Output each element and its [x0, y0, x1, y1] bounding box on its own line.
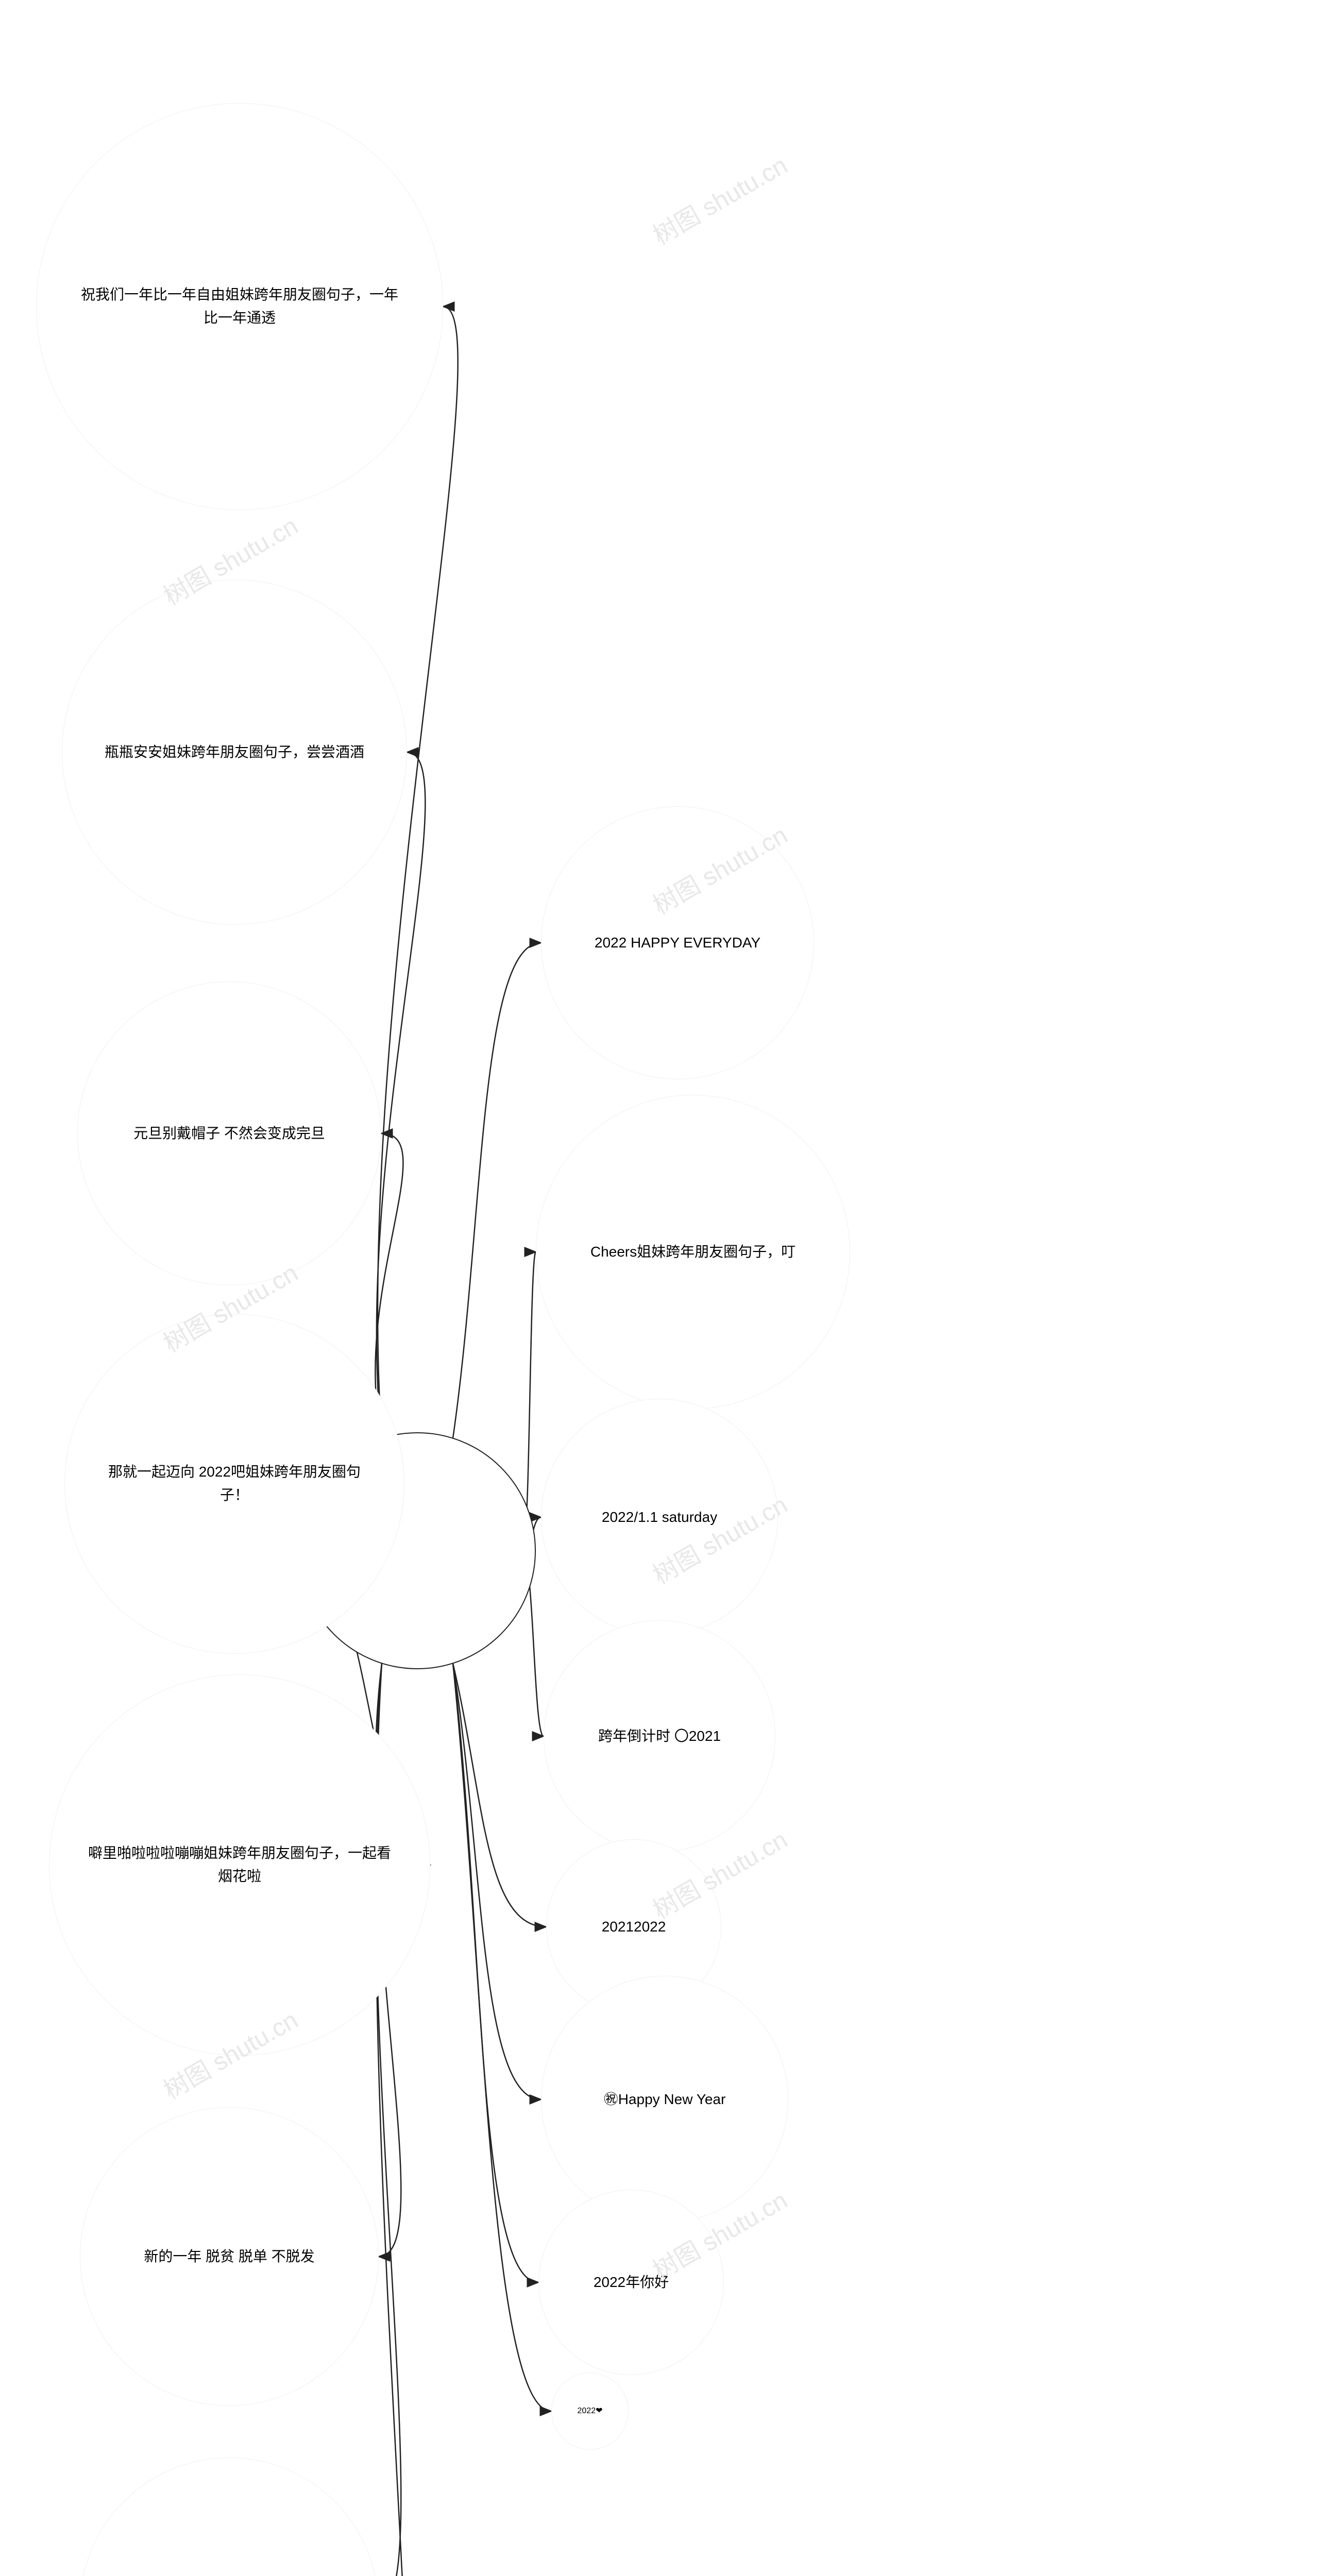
leaf-node-label: 新的一年 脱贫 脱单 不脱发	[144, 2245, 314, 2268]
edge	[378, 307, 458, 1438]
edge	[453, 1664, 551, 2412]
leaf-node: 2022/1.1 saturday	[541, 1399, 778, 1636]
leaf-node-label: 祝我们一年比一年自由姐妹跨年朋友圈句子，一年比一年通透	[76, 283, 403, 330]
edge	[375, 1133, 403, 1438]
leaf-node: Cheers姐妹跨年朋友圈句子，叮	[536, 1095, 850, 1409]
leaf-node-label: 2022/1.1 saturday	[602, 1506, 717, 1529]
watermark: 树图 shutu.cn	[645, 145, 793, 251]
leaf-node: 新的一年 脱贫 脱单 不脱发	[80, 2107, 379, 2406]
leaf-node-label: 那就一起迈向 2022吧姐妹跨年朋友圈句子！	[99, 1461, 369, 1507]
leaf-node-label: Cheers姐妹跨年朋友圈句子，叮	[590, 1241, 796, 1264]
edge	[453, 1664, 541, 2100]
leaf-node: 2022 HAPPY EVERYDAY	[541, 806, 814, 1079]
edge	[524, 1252, 536, 1536]
leaf-node: ㊗Happy New Year	[541, 1976, 788, 2223]
leaf-node: 元旦别戴帽子 不然会变成完旦	[77, 981, 381, 1285]
leaf-node-label: ㊗Happy New Year	[604, 2088, 726, 2111]
leaf-node: 跨年倒计时 〇2021	[544, 1620, 775, 1852]
leaf-node: 瓶瓶安安姐妹跨年朋友圈句子，尝尝酒酒	[62, 580, 407, 925]
leaf-node-label: 2022 HAPPY EVERYDAY	[595, 931, 760, 955]
leaf-node: 祝我们一年比一年自由姐妹跨年朋友圈句子，一年比一年通透	[36, 103, 443, 510]
leaf-node: 2022❤	[551, 2372, 629, 2450]
leaf-node: 噼里啪啦啦啦嘣嘣姐妹跨年朋友圈句子，一起看烟花啦	[49, 1674, 430, 2056]
leaf-node-label: 20212022	[602, 1916, 666, 1939]
edge	[453, 943, 541, 1438]
edge	[453, 1664, 546, 1927]
leaf-node: 2022年你好	[538, 2190, 724, 2375]
leaf-node-label: 跨年倒计时 〇2021	[598, 1725, 721, 1748]
leaf-node-label: 瓶瓶安安姐妹跨年朋友圈句子，尝尝酒酒	[105, 741, 364, 764]
leaf-node-label: 2022❤	[578, 2404, 603, 2418]
edge	[377, 752, 426, 1438]
leaf-node: 那就一起迈向 2022吧姐妹跨年朋友圈句子！	[64, 1314, 404, 1654]
leaf-node-label: 噼里啪啦啦啦嘣嘣姐妹跨年朋友圈句子，一起看烟花啦	[87, 1842, 392, 1888]
edge	[453, 1664, 538, 2283]
diagram-canvas: 祝我们一年比一年自由姐妹跨年朋友圈句子，一年比一年通透 瓶瓶安安姐妹跨年朋友圈句…	[0, 0, 1319, 2576]
leaf-node: 通往搬砖之路的又一年开始了	[80, 2458, 379, 2576]
leaf-node-label: 元旦别戴帽子 不然会变成完旦	[133, 1122, 325, 1145]
leaf-node-label: 2022年你好	[594, 2271, 669, 2294]
